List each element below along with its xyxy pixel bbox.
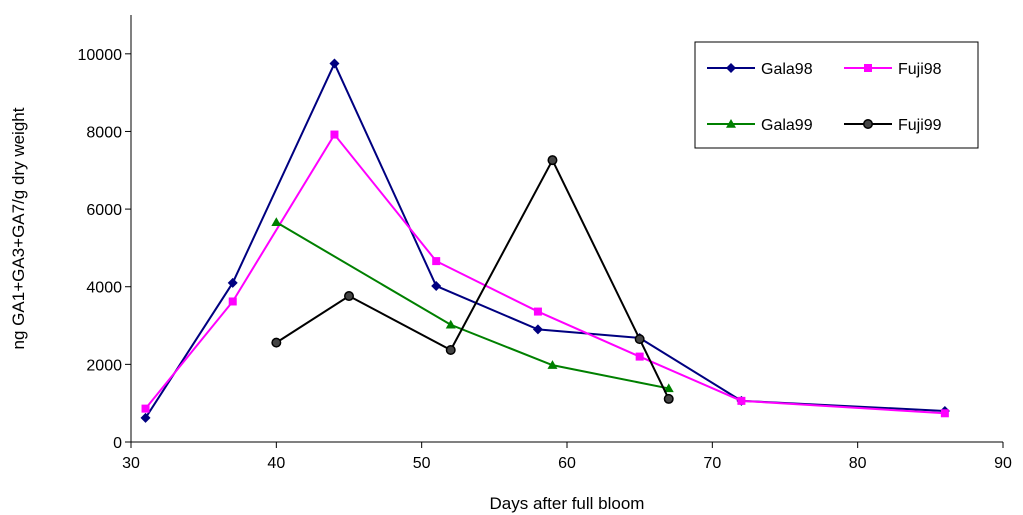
data-point-fuji98 <box>635 352 644 361</box>
legend-label: Fuji99 <box>898 117 942 134</box>
x-axis-title: Days after full bloom <box>490 494 645 513</box>
data-point-gala99 <box>547 360 558 369</box>
legend-swatch-marker <box>863 119 873 129</box>
y-tick-label: 10000 <box>78 47 123 64</box>
series-layer <box>140 58 950 423</box>
x-tick-label: 50 <box>413 455 431 472</box>
data-point-gala98 <box>140 412 151 423</box>
x-tick-label: 80 <box>849 455 867 472</box>
y-tick-label: 8000 <box>86 124 122 141</box>
legend-item-gala98: Gala98 <box>707 61 813 78</box>
series-gala99 <box>271 217 674 393</box>
series-line-gala98 <box>144 61 945 419</box>
data-point-gala99 <box>271 217 282 227</box>
x-axis-ticks: 30 40 50 60 70 80 90 <box>122 442 1012 472</box>
legend-item-gala99: Gala99 <box>707 117 813 134</box>
data-point-fuji99 <box>663 393 674 404</box>
data-point-gala98 <box>431 280 442 291</box>
y-tick-label: 2000 <box>86 357 122 374</box>
data-point-gala98 <box>532 324 543 335</box>
legend-label: Gala99 <box>761 117 813 134</box>
data-point-fuji99 <box>547 155 558 166</box>
data-point-fuji98 <box>141 404 150 413</box>
data-point-fuji98 <box>737 396 746 405</box>
data-point-fuji99 <box>445 345 456 356</box>
series-line-fuji99 <box>275 157 670 400</box>
legend-label: Gala98 <box>761 61 813 78</box>
legend-swatch-marker <box>726 63 736 73</box>
legend: Gala98 Fuji98 Gala99 Fuji99 <box>694 41 979 149</box>
data-point-gala98 <box>329 58 340 69</box>
y-axis-ticks: 0 2000 4000 6000 8000 10000 <box>78 47 131 452</box>
legend-label: Fuji98 <box>898 61 942 78</box>
data-point-fuji99 <box>634 334 645 345</box>
data-point-fuji99 <box>344 291 354 302</box>
x-tick-label: 40 <box>267 455 285 472</box>
series-fuji99 <box>271 155 674 404</box>
legend-swatch-marker <box>864 64 872 72</box>
data-point-fuji99 <box>271 337 282 348</box>
data-point-gala99 <box>445 319 456 329</box>
series-line-fuji98 <box>144 132 945 415</box>
legend-item-fuji99: Fuji99 <box>844 117 942 134</box>
data-point-fuji98 <box>228 297 237 306</box>
legend-swatch-marker <box>726 119 736 128</box>
data-point-fuji98 <box>533 307 542 316</box>
y-tick-label: 4000 <box>86 280 122 297</box>
series-fuji98 <box>141 130 949 418</box>
series-line-gala99 <box>275 221 669 390</box>
y-axis-title: ng GA1+GA3+GA7/g dry weight <box>9 107 28 349</box>
data-point-fuji98 <box>330 130 339 139</box>
y-tick-label: 6000 <box>86 202 122 219</box>
x-tick-label: 30 <box>122 455 140 472</box>
x-tick-label: 70 <box>703 455 721 472</box>
data-point-fuji98 <box>940 409 949 418</box>
data-point-gala98 <box>227 277 238 288</box>
legend-item-fuji98: Fuji98 <box>844 61 942 78</box>
data-point-fuji98 <box>432 257 441 266</box>
legend-box <box>694 41 979 149</box>
y-tick-label: 0 <box>113 435 122 452</box>
x-tick-label: 90 <box>994 455 1012 472</box>
x-tick-label: 60 <box>558 455 576 472</box>
data-point-gala99 <box>663 383 674 393</box>
